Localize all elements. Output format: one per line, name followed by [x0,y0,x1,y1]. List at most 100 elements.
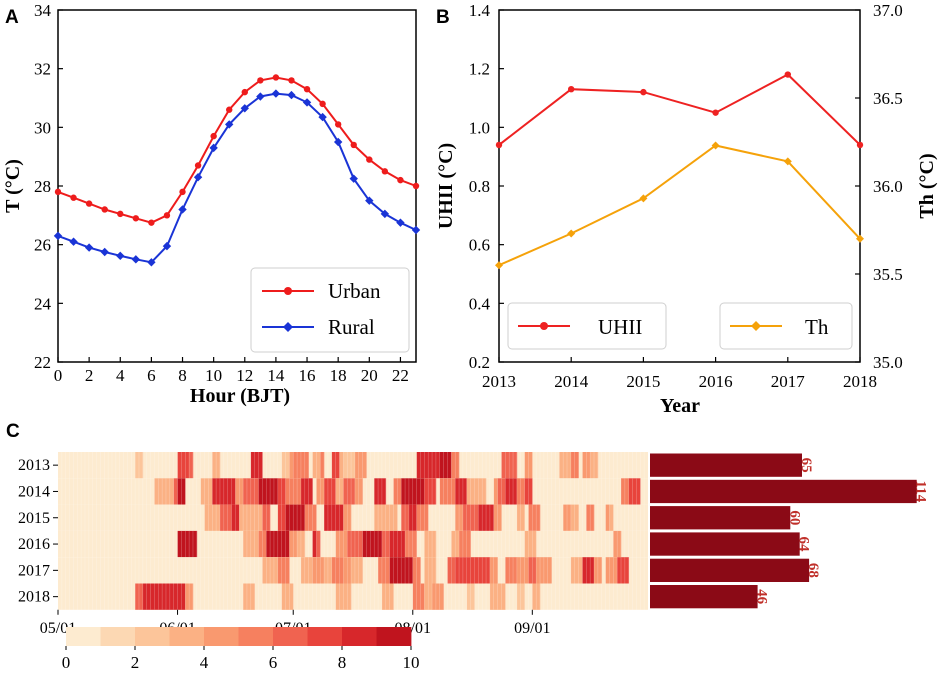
heatmap-cell [254,478,259,505]
colorbar-segment [238,627,274,646]
chart-b-ytick-label: 1.0 [469,118,490,137]
heatmap-cell [281,583,286,610]
heatmap-cell [428,478,433,505]
heatmap-cell [381,478,387,505]
heatmap-cell [208,478,213,505]
data-point-rural [349,174,358,183]
heatmap-cell [270,557,275,584]
heatmap-cell [308,478,313,505]
heatmap-cell [420,478,425,505]
legend-rural-marker [283,322,293,332]
heatmap-cell [343,530,348,558]
heat-day-bar-2016 [650,532,800,556]
heatmap-cell [316,530,321,558]
heat-day-bars: 65 114 60 64 68 46 [650,453,929,609]
heatmap-cell [254,504,259,531]
heatmap-cell [570,452,576,479]
heatmap-cell [243,478,248,505]
heatmap-cell [381,530,387,558]
heatmap-cell [181,478,186,505]
heatmap-cell [582,452,587,479]
chart-b-xtick-label: 2013 [482,372,516,391]
data-point-urban [163,212,171,219]
heatmap-cell [304,557,309,584]
heatmap-cell [389,583,394,610]
heatmap-cell [497,504,502,531]
heatmap-cell [524,530,529,558]
heatmap-cell [150,583,155,610]
heat-day-bar-label: 68 [805,563,821,578]
heatmap-cell [594,452,599,479]
heatmap-cell [412,583,417,610]
data-point-rural [396,218,405,227]
heatmap-cell [324,557,329,584]
chart-b-xtick-label: 2014 [554,372,589,391]
heatmap-cell [331,452,336,479]
heatmap-cell [316,557,321,584]
heatmap-cell [401,504,406,531]
heatmap-cell [281,478,286,505]
heatmap-cell [266,478,271,505]
colorbar-segment [100,627,136,646]
heatmap-cell [516,557,522,584]
heatmap-cell [405,504,410,531]
data-point-urban [288,77,295,84]
heatmap-cell [281,504,286,531]
heatmap-cell [528,557,533,584]
heatmap-cell [393,530,398,558]
heatmap-cell [339,452,344,479]
heatmap-cell [219,478,225,505]
series-line-th [498,144,861,267]
heatmap-cell [223,478,228,505]
heatmap-cell [177,530,182,558]
heatmap-cell [347,478,352,505]
heatmap-year-label: 2018 [18,589,50,606]
data-point-urban [381,168,389,175]
heatmap-cell [212,504,217,531]
heatmap-cell [636,478,641,505]
heatmap-cell [293,452,298,479]
heatmap-cell [216,478,221,505]
heatmap-cell [493,583,498,610]
data-point-rural [100,247,109,257]
chart-b-xtick-label: 2017 [771,372,806,391]
heatmap-cell [451,557,456,584]
heatmap-cell [297,478,302,505]
heatmap-cell [474,504,479,531]
heat-day-bar-2014 [650,479,917,504]
heat-day-bar-label: 65 [798,458,814,473]
heatmap-cell [289,504,294,531]
data-point-rural [131,255,141,264]
series-line-urban [57,76,417,224]
legend-th-label: Th [805,315,829,339]
heat-day-bar-label: 114 [913,481,929,503]
heatmap-cell [459,557,464,584]
heatmap-cell [351,530,356,558]
heatmap-cell [331,557,336,584]
heatmap-cell [231,504,236,531]
heatmap-cell [285,557,290,584]
heatmap-cell [516,583,522,610]
data-point-urban [148,219,155,226]
heatmap-cell [135,452,140,479]
data-point-rural [147,258,156,267]
data-point-urban [257,77,264,84]
heatmap-cell [609,504,614,531]
data-point-urban [179,188,186,196]
heatmap-cell [509,452,514,479]
heatmap-cell [563,452,568,479]
heatmap-cell [343,452,348,479]
data-point-urban [70,194,77,201]
colorbar-tick-label: 6 [269,653,278,672]
chart-b-y2tick-label: 35.0 [873,353,903,372]
heatmap-cell [424,557,429,584]
heatmap-cell [293,530,298,558]
colorbar-segment [169,627,205,646]
heatmap-cell [285,478,290,505]
heatmap-cell [574,504,579,531]
colorbar-tick-label: 4 [200,653,209,672]
heatmap [58,452,648,610]
heatmap-cell [501,583,506,610]
heatmap-cell [347,583,352,610]
